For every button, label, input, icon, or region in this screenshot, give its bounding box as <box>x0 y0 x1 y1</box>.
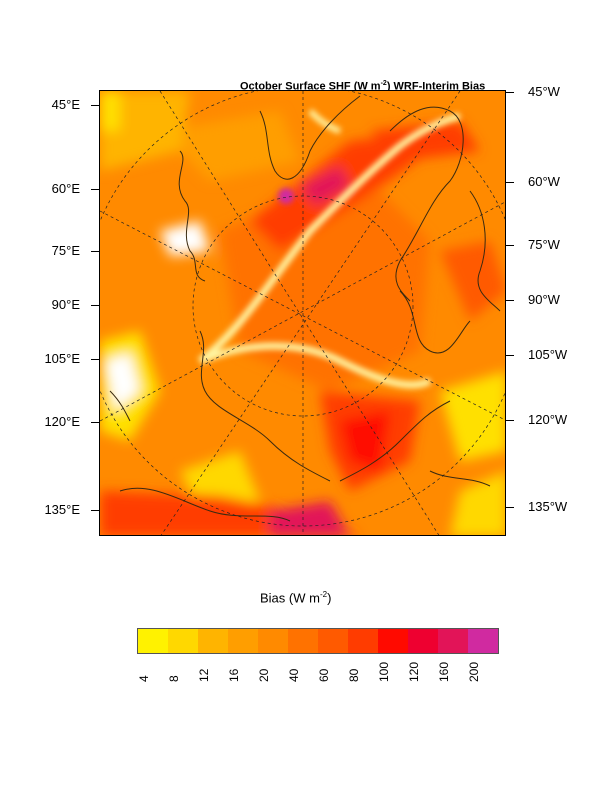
tick-mark <box>91 251 99 252</box>
colorbar-swatch <box>138 629 168 653</box>
colorbar-swatch <box>408 629 438 653</box>
left-lat-label: 60°E <box>51 181 80 196</box>
colorbar-label: 12 <box>197 668 211 682</box>
colorbar-swatch <box>378 629 408 653</box>
right-lat-label: 60°W <box>528 174 560 189</box>
tick-mark <box>506 245 514 246</box>
map-panel <box>99 90 506 536</box>
colorbar-label: 80 <box>347 668 361 682</box>
colorbar-label: 200 <box>467 661 481 682</box>
colorbar-swatch <box>168 629 198 653</box>
colorbar-swatch <box>318 629 348 653</box>
graticule <box>100 91 505 535</box>
colorbar-swatch <box>198 629 228 653</box>
colorbar-label: 20 <box>257 668 271 682</box>
right-lat-label: 90°W <box>528 292 560 307</box>
tick-mark <box>91 510 99 511</box>
left-lat-label: 120°E <box>44 414 80 429</box>
left-lat-label: 105°E <box>44 351 80 366</box>
colorbar-label: 4 <box>137 675 151 682</box>
left-lat-label: 90°E <box>51 297 80 312</box>
colorbar-label: 120 <box>407 661 421 682</box>
colorbar-label: 100 <box>377 661 391 682</box>
right-lat-label: 75°W <box>528 237 560 252</box>
tick-mark <box>91 305 99 306</box>
colorbar-label: 16 <box>227 668 241 682</box>
colorbar-swatch <box>468 629 498 653</box>
colorbar-swatch <box>258 629 288 653</box>
tick-mark <box>506 300 514 301</box>
colorbar-label: 60 <box>317 668 331 682</box>
right-lat-label: 120°W <box>528 412 568 427</box>
tick-mark <box>506 507 514 508</box>
coastlines <box>109 95 501 522</box>
colorbar-label: 40 <box>287 668 301 682</box>
right-lat-label: 105°W <box>528 347 568 362</box>
colorbar-swatch <box>348 629 378 653</box>
tick-mark <box>506 420 514 421</box>
colorbar-swatch <box>228 629 258 653</box>
legend-title: Bias (W m-2) <box>260 590 332 606</box>
map-title: October Surface SHF (W m-2) WRF-Interim … <box>240 80 486 93</box>
tick-mark <box>506 92 514 93</box>
tick-mark <box>91 359 99 360</box>
left-lat-label: 45°E <box>51 97 80 112</box>
left-lat-label: 75°E <box>51 243 80 258</box>
tick-mark <box>91 422 99 423</box>
right-lat-label: 135°W <box>528 499 568 514</box>
colorbar <box>137 628 499 654</box>
bias-field-map <box>100 91 505 535</box>
left-lat-label: 135°E <box>44 502 80 517</box>
tick-mark <box>91 189 99 190</box>
colorbar-swatch <box>438 629 468 653</box>
colorbar-label: 8 <box>167 675 181 682</box>
ice-edge-band <box>197 108 461 389</box>
colorbar-swatch <box>288 629 318 653</box>
tick-mark <box>506 182 514 183</box>
right-lat-label: 45°W <box>528 84 560 99</box>
tick-mark <box>506 355 514 356</box>
colorbar-label: 160 <box>437 661 451 682</box>
tick-mark <box>91 105 99 106</box>
